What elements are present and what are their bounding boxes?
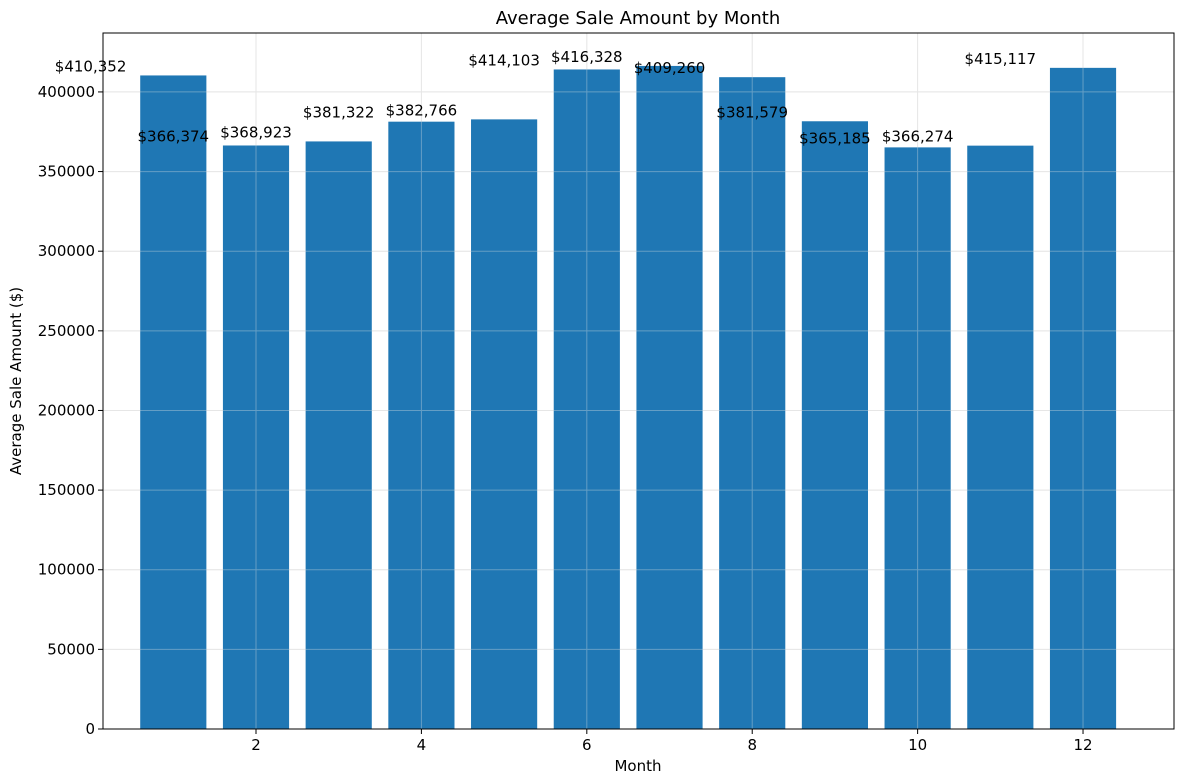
data-label: $368,923 bbox=[220, 123, 292, 141]
bar-month-2 bbox=[222, 145, 290, 729]
data-label: $366,374 bbox=[138, 127, 210, 145]
data-label: $409,260 bbox=[634, 59, 706, 77]
data-label: $416,328 bbox=[551, 48, 623, 66]
x-tick-label: 2 bbox=[251, 736, 261, 754]
y-tick-label: 200000 bbox=[38, 401, 95, 419]
data-label: $366,274 bbox=[882, 128, 954, 146]
y-tick-label: 150000 bbox=[38, 481, 95, 499]
y-tick-label: 0 bbox=[85, 720, 95, 738]
data-label: $415,117 bbox=[965, 50, 1037, 68]
data-label: $410,352 bbox=[55, 57, 127, 75]
bar-month-5 bbox=[471, 119, 538, 730]
data-labels: $410,352 $366,374 $368,923 $381,322 $382,766… bbox=[55, 48, 1036, 147]
bar-month-12 bbox=[1049, 67, 1117, 730]
bar-month-4 bbox=[388, 121, 455, 730]
data-label: $414,103 bbox=[468, 51, 540, 69]
y-tick-label: 250000 bbox=[38, 322, 95, 340]
bars bbox=[140, 65, 1117, 730]
x-tick-label: 4 bbox=[417, 736, 427, 754]
y-axis-title: Average Sale Amount ($) bbox=[7, 287, 25, 475]
x-tick-label: 8 bbox=[747, 736, 757, 754]
y-tick-label: 350000 bbox=[38, 163, 95, 181]
bar-month-8 bbox=[719, 77, 786, 730]
bar-month-9 bbox=[801, 121, 868, 730]
x-axis-ticks: 2 4 6 8 10 12 bbox=[251, 729, 1093, 754]
data-label: $365,185 bbox=[799, 129, 871, 147]
bar-month-6 bbox=[553, 69, 620, 729]
bar-month-7 bbox=[636, 65, 703, 729]
y-tick-label: 100000 bbox=[38, 561, 95, 579]
bar-month-3 bbox=[305, 141, 372, 730]
y-tick-label: 400000 bbox=[38, 83, 95, 101]
y-tick-label: 300000 bbox=[38, 242, 95, 260]
data-label: $382,766 bbox=[386, 101, 458, 119]
plot-frame bbox=[102, 32, 1175, 730]
data-label: $381,322 bbox=[303, 104, 375, 122]
bar-month-1 bbox=[140, 75, 207, 730]
y-axis-ticks: 0 50000 100000 150000 200000 250000 300000 3500… bbox=[38, 83, 103, 738]
data-label: $381,579 bbox=[716, 103, 788, 121]
chart-title: Average Sale Amount by Month bbox=[496, 8, 781, 29]
bar-month-11 bbox=[967, 145, 1034, 730]
x-tick-label: 10 bbox=[908, 736, 927, 754]
x-tick-label: 12 bbox=[1073, 736, 1092, 754]
bar-month-10 bbox=[884, 147, 951, 730]
y-tick-label: 50000 bbox=[47, 640, 95, 658]
x-axis-title: Month bbox=[614, 757, 661, 775]
x-tick-label: 6 bbox=[582, 736, 592, 754]
